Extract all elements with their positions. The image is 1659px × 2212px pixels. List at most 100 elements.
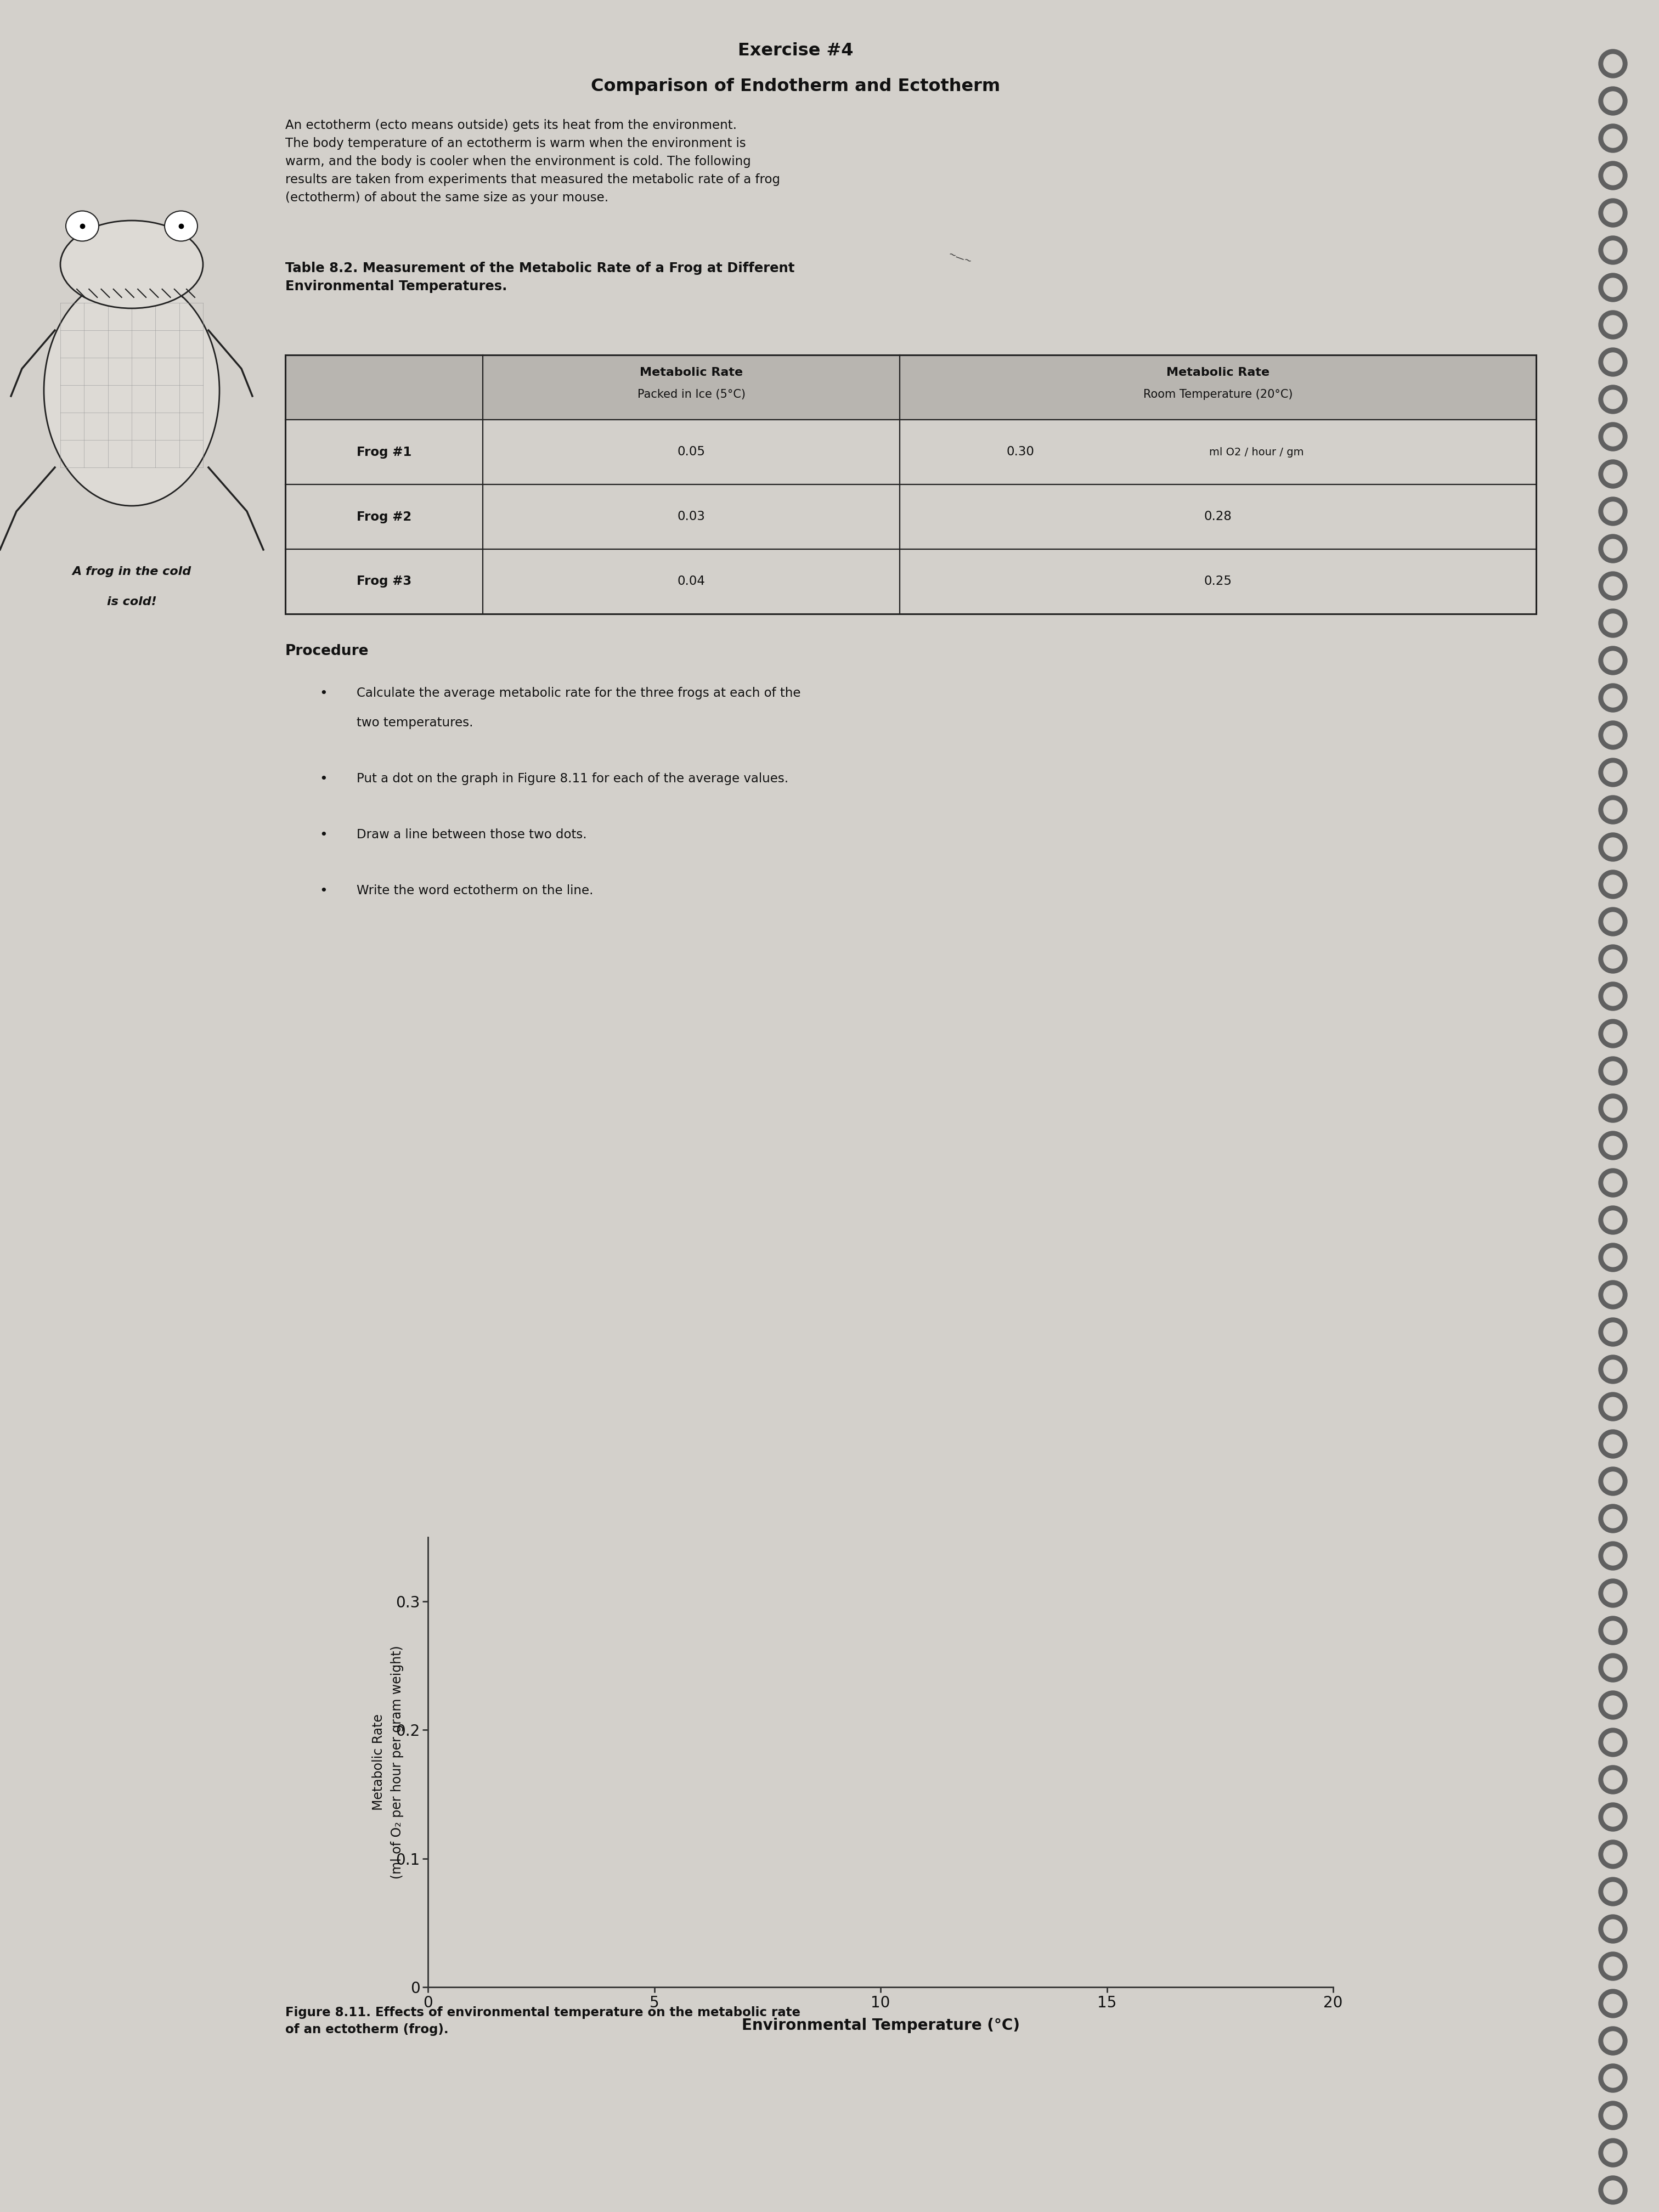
Text: •: • <box>320 772 328 785</box>
Circle shape <box>1604 1995 1623 2013</box>
Circle shape <box>1604 1509 1623 1528</box>
Circle shape <box>1604 1845 1623 1865</box>
Text: Table 8.2. Measurement of the Metabolic Rate of a Frog at Different
Environmenta: Table 8.2. Measurement of the Metabolic … <box>285 261 795 292</box>
Circle shape <box>1604 1471 1623 1491</box>
Circle shape <box>1599 1281 1627 1310</box>
Circle shape <box>1604 352 1623 372</box>
Circle shape <box>1604 2106 1623 2126</box>
Circle shape <box>1599 1206 1627 1234</box>
Circle shape <box>1604 987 1623 1006</box>
Circle shape <box>1604 1137 1623 1155</box>
Circle shape <box>1599 1617 1627 1646</box>
Circle shape <box>1604 726 1623 745</box>
Circle shape <box>1599 237 1627 265</box>
Circle shape <box>1599 2101 1627 2130</box>
Text: Write the word ectotherm on the line.: Write the word ectotherm on the line. <box>357 885 594 898</box>
Bar <box>285 354 1536 420</box>
Text: Procedure: Procedure <box>285 644 368 659</box>
Circle shape <box>1604 1062 1623 1079</box>
Circle shape <box>1599 1356 1627 1383</box>
Circle shape <box>1599 1318 1627 1347</box>
Text: Frog #1: Frog #1 <box>357 447 411 458</box>
Text: Put a dot on the graph in Figure 8.11 for each of the average values.: Put a dot on the graph in Figure 8.11 fo… <box>357 772 788 785</box>
Circle shape <box>1599 1579 1627 1608</box>
Circle shape <box>1599 832 1627 860</box>
Circle shape <box>1599 1803 1627 1832</box>
Circle shape <box>1599 310 1627 338</box>
Circle shape <box>1599 460 1627 489</box>
Ellipse shape <box>164 210 197 241</box>
Circle shape <box>1599 1168 1627 1197</box>
Circle shape <box>1599 1690 1627 1719</box>
Text: two temperatures.: two temperatures. <box>357 717 473 730</box>
Text: Metabolic Rate: Metabolic Rate <box>640 367 743 378</box>
Ellipse shape <box>60 221 202 307</box>
Circle shape <box>1604 427 1623 447</box>
Bar <box>285 549 1536 615</box>
Circle shape <box>1599 1655 1627 1681</box>
Circle shape <box>1604 1697 1623 1714</box>
Circle shape <box>1604 876 1623 894</box>
Circle shape <box>1604 1360 1623 1378</box>
Ellipse shape <box>66 210 100 241</box>
Circle shape <box>1604 241 1623 259</box>
Circle shape <box>1604 577 1623 595</box>
Circle shape <box>1599 1130 1627 1159</box>
Circle shape <box>1599 535 1627 562</box>
Circle shape <box>1604 1770 1623 1790</box>
Text: Calculate the average metabolic rate for the three frogs at each of the: Calculate the average metabolic rate for… <box>357 688 801 699</box>
Circle shape <box>1599 422 1627 451</box>
Circle shape <box>1599 1542 1627 1571</box>
Text: An ectotherm (ecto means outside) gets its heat from the environment.
The body t: An ectotherm (ecto means outside) gets i… <box>285 119 780 204</box>
Text: •: • <box>320 830 328 841</box>
Circle shape <box>1599 385 1627 414</box>
Circle shape <box>1599 1840 1627 1869</box>
Circle shape <box>1604 55 1623 73</box>
Circle shape <box>1599 1916 1627 1942</box>
Circle shape <box>1599 1057 1627 1086</box>
Text: Figure 8.11. Effects of environmental temperature on the metabolic rate
of an ec: Figure 8.11. Effects of environmental te… <box>285 2006 800 2035</box>
Circle shape <box>1604 1099 1623 1117</box>
Circle shape <box>1604 801 1623 818</box>
Circle shape <box>1604 1248 1623 1267</box>
Circle shape <box>1604 1175 1623 1192</box>
Circle shape <box>1604 1920 1623 1938</box>
Circle shape <box>1599 945 1627 973</box>
Circle shape <box>1604 1024 1623 1042</box>
Bar <box>285 420 1536 484</box>
Bar <box>285 484 1536 549</box>
Bar <box>285 354 1536 615</box>
Text: 0.05: 0.05 <box>677 447 705 458</box>
Text: Exercise #4: Exercise #4 <box>738 42 853 60</box>
Circle shape <box>1599 982 1627 1011</box>
Circle shape <box>1599 1020 1627 1048</box>
Circle shape <box>1604 465 1623 484</box>
Circle shape <box>1604 502 1623 520</box>
Text: Metabolic Rate: Metabolic Rate <box>1166 367 1269 378</box>
Y-axis label: Metabolic Rate
(ml of O₂ per hour per gram weight): Metabolic Rate (ml of O₂ per hour per gr… <box>372 1646 403 1878</box>
Text: Frog #3: Frog #3 <box>357 575 411 588</box>
Circle shape <box>1599 1391 1627 1420</box>
Text: Packed in Ice (5°C): Packed in Ice (5°C) <box>637 389 745 400</box>
Circle shape <box>1599 796 1627 825</box>
Text: Room Temperature (20°C): Room Temperature (20°C) <box>1143 389 1292 400</box>
Circle shape <box>1604 1621 1623 1639</box>
Text: Draw a line between those two dots.: Draw a line between those two dots. <box>357 830 587 841</box>
Circle shape <box>1599 1429 1627 1458</box>
Text: A frog in the cold: A frog in the cold <box>71 566 191 577</box>
Circle shape <box>1604 2181 1623 2199</box>
Circle shape <box>1604 2143 1623 2161</box>
Circle shape <box>1599 2026 1627 2055</box>
Circle shape <box>1599 1504 1627 1533</box>
Text: Comparison of Endotherm and Ectotherm: Comparison of Endotherm and Ectotherm <box>591 77 1000 95</box>
Text: ~—~: ~—~ <box>947 250 974 268</box>
Circle shape <box>1599 124 1627 153</box>
Circle shape <box>1599 721 1627 750</box>
Circle shape <box>1604 1882 1623 1900</box>
Circle shape <box>1604 2031 1623 2051</box>
Circle shape <box>1604 128 1623 148</box>
Circle shape <box>1604 540 1623 557</box>
Circle shape <box>1599 1728 1627 1756</box>
Circle shape <box>1599 2139 1627 2168</box>
Text: •: • <box>320 885 328 898</box>
